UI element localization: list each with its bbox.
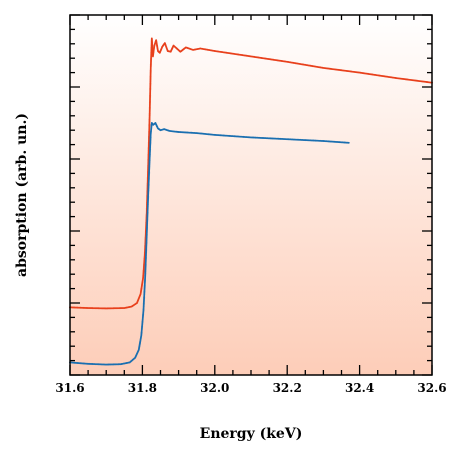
x-tick-label: 31.8 <box>128 381 157 395</box>
y-axis-title: absorption (arb. un.) <box>14 113 30 277</box>
series-2 <box>69 122 350 366</box>
x-tick-label: 32.4 <box>345 381 374 395</box>
data-point <box>347 141 350 144</box>
x-tick-label: 32.6 <box>417 381 446 395</box>
series-layer <box>69 37 433 366</box>
x-axis-title: Energy (keV) <box>200 426 303 442</box>
x-tick-labels: 31.6 31.8 32.0 32.2 32.4 32.6 <box>55 381 446 395</box>
x-tick-label: 32.0 <box>200 381 229 395</box>
plot-area <box>70 15 432 375</box>
x-tick-label: 31.6 <box>55 381 84 395</box>
x-tick-label: 32.2 <box>273 381 302 395</box>
ticks-layer <box>69 14 433 376</box>
